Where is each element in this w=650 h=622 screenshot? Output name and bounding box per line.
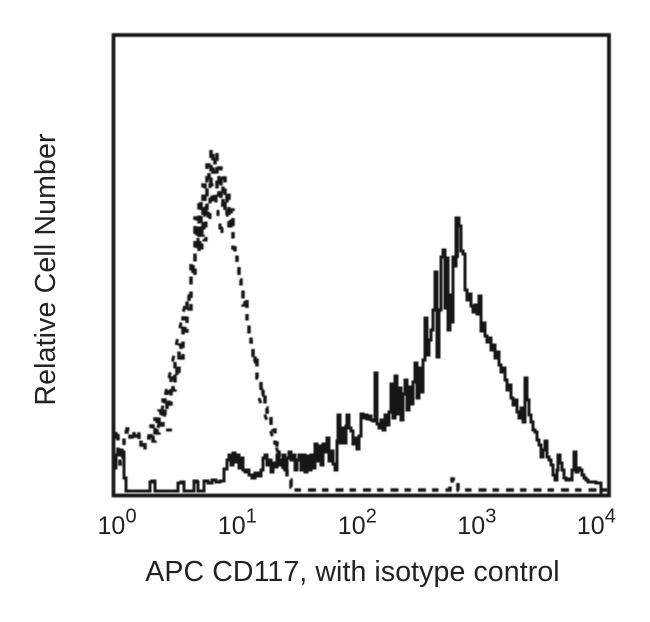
- svg-text:10: 10: [98, 512, 126, 540]
- svg-text:1: 1: [246, 506, 257, 528]
- svg-text:Relative Cell Number: Relative Cell Number: [30, 133, 62, 406]
- svg-text:APC CD117, with isotype contro: APC CD117, with isotype control: [145, 556, 559, 588]
- svg-text:10: 10: [457, 512, 485, 540]
- svg-text:2: 2: [366, 506, 377, 528]
- svg-text:10: 10: [338, 512, 366, 540]
- svg-text:3: 3: [485, 506, 496, 528]
- svg-text:10: 10: [577, 512, 605, 540]
- svg-text:10: 10: [218, 512, 246, 540]
- svg-text:4: 4: [605, 506, 616, 528]
- svg-text:0: 0: [126, 506, 137, 528]
